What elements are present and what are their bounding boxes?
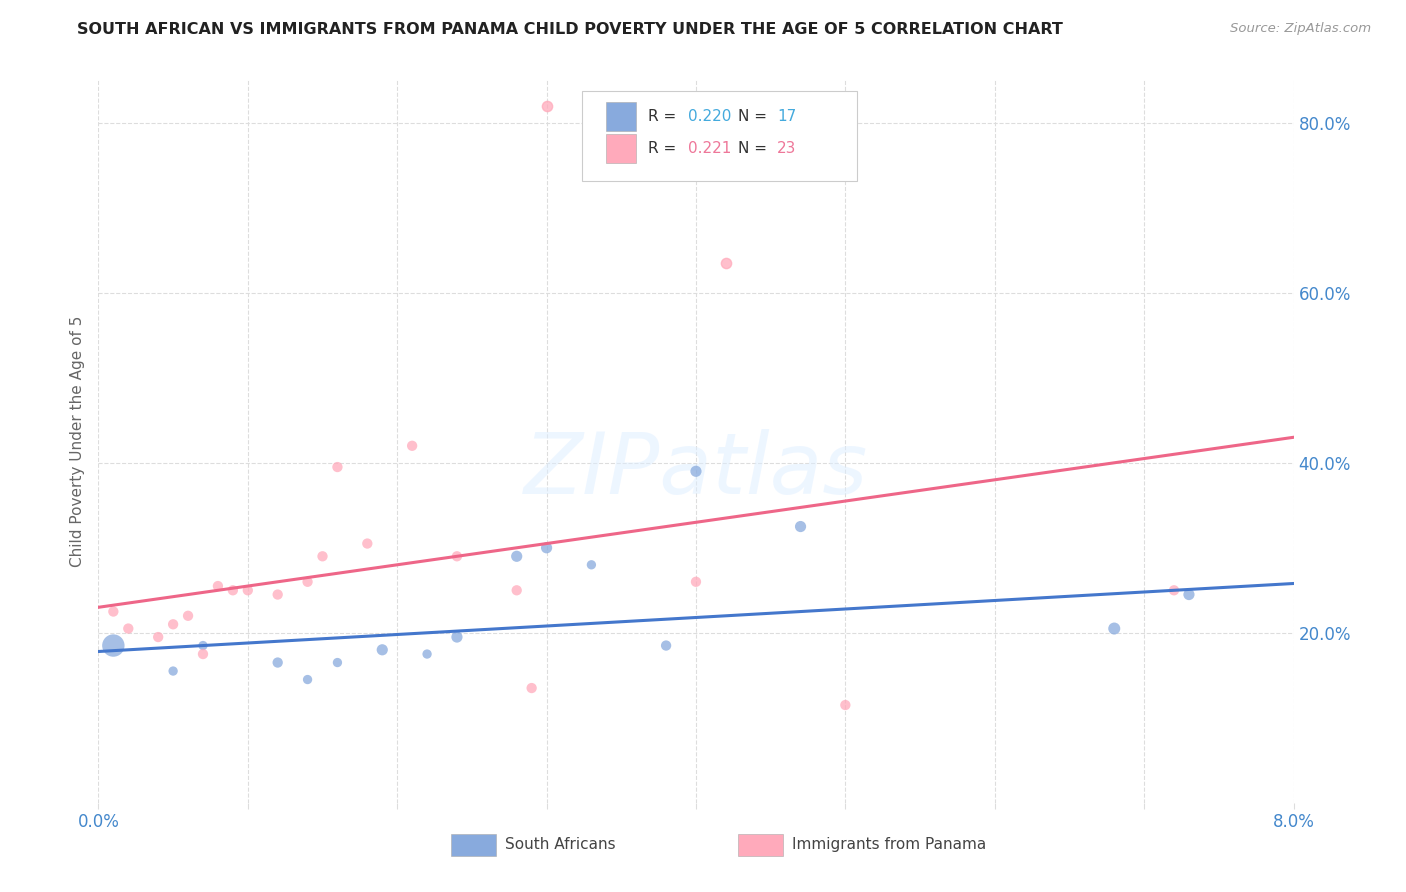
Point bbox=[446, 630, 468, 644]
Point bbox=[267, 656, 290, 670]
Point bbox=[191, 647, 214, 661]
Text: 23: 23 bbox=[778, 142, 797, 156]
Text: SOUTH AFRICAN VS IMMIGRANTS FROM PANAMA CHILD POVERTY UNDER THE AGE OF 5 CORRELA: SOUTH AFRICAN VS IMMIGRANTS FROM PANAMA … bbox=[77, 22, 1063, 37]
Text: R =: R = bbox=[648, 142, 682, 156]
Point bbox=[401, 439, 423, 453]
Text: Immigrants from Panama: Immigrants from Panama bbox=[792, 838, 986, 852]
Point bbox=[162, 617, 184, 632]
Point bbox=[1163, 583, 1185, 598]
Point bbox=[714, 256, 737, 270]
Point bbox=[506, 583, 529, 598]
Point bbox=[834, 698, 856, 712]
Point bbox=[117, 622, 139, 636]
Point bbox=[416, 647, 439, 661]
FancyBboxPatch shape bbox=[738, 834, 783, 855]
Point bbox=[207, 579, 229, 593]
Point bbox=[236, 583, 259, 598]
Point bbox=[103, 605, 125, 619]
Point bbox=[520, 681, 543, 695]
FancyBboxPatch shape bbox=[606, 102, 637, 131]
Point bbox=[371, 642, 394, 657]
Text: ZIPatlas: ZIPatlas bbox=[524, 429, 868, 512]
Point bbox=[536, 99, 558, 113]
Point bbox=[311, 549, 333, 564]
Point bbox=[1104, 622, 1126, 636]
Point bbox=[685, 574, 707, 589]
Point bbox=[446, 549, 468, 564]
Point bbox=[177, 608, 200, 623]
Point bbox=[655, 639, 678, 653]
Point bbox=[1178, 588, 1201, 602]
Point bbox=[506, 549, 529, 564]
Point bbox=[326, 460, 349, 475]
FancyBboxPatch shape bbox=[451, 834, 496, 855]
Point bbox=[297, 673, 319, 687]
Point bbox=[191, 639, 214, 653]
Text: R =: R = bbox=[648, 109, 682, 124]
Point bbox=[356, 536, 378, 550]
Point bbox=[222, 583, 245, 598]
Text: N =: N = bbox=[738, 142, 772, 156]
Point bbox=[789, 519, 811, 533]
Y-axis label: Child Poverty Under the Age of 5: Child Poverty Under the Age of 5 bbox=[69, 316, 84, 567]
Text: 0.221: 0.221 bbox=[688, 142, 731, 156]
Point bbox=[297, 574, 319, 589]
Point bbox=[267, 588, 290, 602]
Point bbox=[103, 639, 125, 653]
Text: 0.220: 0.220 bbox=[688, 109, 731, 124]
Text: South Africans: South Africans bbox=[505, 838, 616, 852]
Point bbox=[148, 630, 170, 644]
Point bbox=[326, 656, 349, 670]
Text: Source: ZipAtlas.com: Source: ZipAtlas.com bbox=[1230, 22, 1371, 36]
Point bbox=[162, 664, 184, 678]
Point bbox=[536, 541, 558, 555]
FancyBboxPatch shape bbox=[606, 135, 637, 163]
FancyBboxPatch shape bbox=[582, 91, 858, 181]
Point bbox=[581, 558, 603, 572]
Point bbox=[685, 464, 707, 478]
Text: 17: 17 bbox=[778, 109, 796, 124]
Text: N =: N = bbox=[738, 109, 772, 124]
